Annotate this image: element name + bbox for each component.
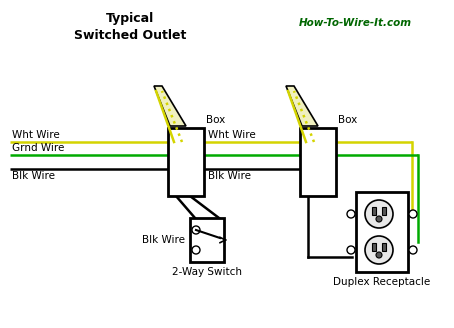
Bar: [190, 218, 224, 262]
Text: Box: Box: [206, 115, 225, 125]
Bar: [372, 243, 376, 251]
Bar: [382, 207, 386, 215]
Text: Box: Box: [338, 115, 357, 125]
Circle shape: [409, 246, 417, 254]
Circle shape: [409, 210, 417, 218]
Circle shape: [347, 210, 355, 218]
Polygon shape: [154, 86, 186, 126]
Text: Blk Wire: Blk Wire: [142, 235, 185, 245]
Circle shape: [347, 246, 355, 254]
Polygon shape: [286, 86, 318, 126]
Bar: [168, 128, 204, 196]
Circle shape: [376, 216, 382, 222]
Bar: [382, 243, 386, 251]
Circle shape: [192, 226, 200, 234]
Circle shape: [365, 236, 393, 264]
Text: 2-Way Switch: 2-Way Switch: [172, 267, 242, 277]
Text: Duplex Receptacle: Duplex Receptacle: [333, 277, 431, 287]
Circle shape: [192, 246, 200, 254]
Text: Blk Wire: Blk Wire: [208, 171, 251, 181]
Text: Wht Wire: Wht Wire: [208, 130, 256, 140]
Bar: [300, 128, 336, 196]
Text: How-To-Wire-It.com: How-To-Wire-It.com: [298, 18, 411, 28]
Text: Wht Wire: Wht Wire: [12, 130, 60, 140]
Text: Blk Wire: Blk Wire: [12, 171, 55, 181]
Text: Typical
Switched Outlet: Typical Switched Outlet: [74, 12, 186, 42]
Circle shape: [365, 200, 393, 228]
Circle shape: [376, 252, 382, 258]
Bar: [372, 207, 376, 215]
Bar: [356, 192, 408, 272]
Text: Grnd Wire: Grnd Wire: [12, 143, 64, 153]
